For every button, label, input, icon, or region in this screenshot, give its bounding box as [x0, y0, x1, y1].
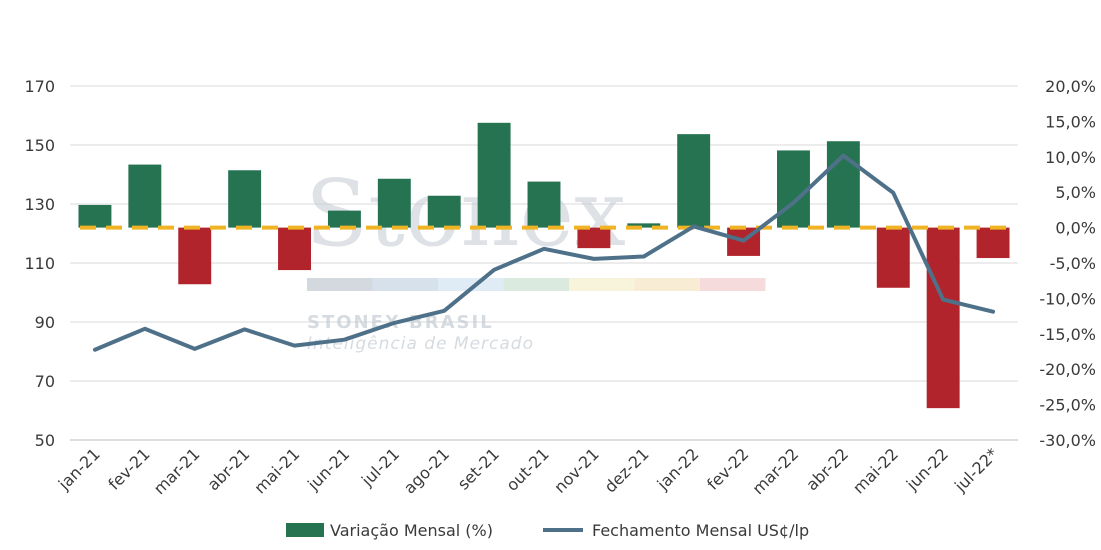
x-tick-label: abr-21: [203, 444, 253, 494]
bar: [78, 204, 112, 228]
bar: [178, 227, 212, 285]
bar: [527, 181, 561, 228]
bar: [677, 134, 711, 228]
x-tick-label: mai-22: [849, 444, 902, 497]
watermark-stripe-segment: [372, 278, 438, 291]
y-right-tick-label: -25,0%: [1039, 396, 1096, 415]
watermark-tagline: Inteligência de Mercado: [307, 334, 534, 354]
legend: Variação Mensal (%) Fechamento Mensal US…: [286, 521, 809, 540]
x-tick-label: jan-21: [54, 444, 104, 494]
y-right-tick-label: -15,0%: [1039, 325, 1096, 344]
y-right-tick-label: -20,0%: [1039, 360, 1096, 379]
bar: [926, 227, 960, 409]
watermark-color-stripe: [307, 278, 766, 291]
watermark-stripe-segment: [307, 278, 373, 291]
y-left-tick-label: 170: [24, 77, 55, 96]
watermark-stripe-segment: [569, 278, 635, 291]
x-tick-label: mar-21: [150, 444, 204, 498]
watermark-stripe-segment: [503, 278, 569, 291]
y-left-tick-label: 110: [24, 254, 55, 273]
x-tick-label: dez-21: [601, 444, 653, 496]
bar-series: [78, 122, 1010, 409]
x-tick-label: out-21: [502, 444, 552, 494]
y-right-tick-label: 15,0%: [1045, 112, 1096, 131]
bar: [777, 150, 810, 228]
legend-label-bar: Variação Mensal (%): [330, 521, 493, 540]
legend-swatch-bar: [286, 523, 324, 537]
x-tick-label: mai-21: [250, 444, 303, 497]
bar: [128, 164, 162, 228]
y-right-tick-label: -30,0%: [1039, 431, 1096, 450]
bar: [427, 195, 461, 228]
y-left-tick-label: 130: [24, 195, 55, 214]
line-series: [92, 153, 996, 352]
x-tick-label: jun-22: [902, 444, 952, 494]
bar: [976, 227, 1010, 259]
watermark-stripe-segment: [700, 278, 766, 291]
x-tick-label: fev-22: [703, 444, 752, 493]
y-right-tick-label: 0,0%: [1055, 219, 1096, 238]
y-left-tick-label: 150: [24, 136, 55, 155]
x-tick-label: set-21: [454, 444, 503, 493]
bar: [477, 122, 511, 228]
watermark-stripe-segment: [634, 278, 700, 291]
bar: [577, 227, 611, 249]
legend-label-line: Fechamento Mensal US¢/lp: [592, 521, 809, 540]
watermark-stripe-segment: [438, 278, 504, 291]
x-tick-label: abr-22: [802, 444, 852, 494]
y-left-tick-label: 70: [35, 372, 55, 391]
x-tick-label: jul-22*: [950, 444, 1002, 496]
y-right-tick-label: 5,0%: [1055, 183, 1096, 202]
x-tick-label: mar-22: [749, 444, 803, 498]
bar: [876, 227, 910, 288]
x-tick-label: ago-21: [400, 444, 453, 497]
y-right-tick-label: 10,0%: [1045, 148, 1096, 167]
bar: [278, 227, 311, 271]
bar: [377, 178, 411, 228]
x-tick-label: jul-21: [357, 444, 403, 490]
bar: [228, 170, 262, 228]
y-right-tick-label: -5,0%: [1050, 254, 1096, 273]
x-tick-label: jan-22: [653, 444, 703, 494]
gridlines: [70, 85, 1018, 382]
y-left-tick-label: 50: [35, 431, 55, 450]
y-right-tick-label: -10,0%: [1039, 289, 1096, 308]
bar: [327, 210, 361, 228]
x-tick-label: jun-21: [303, 444, 353, 494]
y-left-tick-label: 90: [35, 313, 55, 332]
x-tick-label: fev-21: [104, 444, 153, 493]
y-right-tick-label: 20,0%: [1045, 77, 1096, 96]
x-tick-label: nov-21: [550, 444, 602, 496]
y-axis-right: -30,0% -25,0% -20,0% -15,0% -10,0% -5,0% 0,0% 5…: [1039, 77, 1096, 450]
y-axis-left: 50 70 90 110 130 150 170: [24, 77, 55, 450]
bar: [627, 223, 661, 228]
